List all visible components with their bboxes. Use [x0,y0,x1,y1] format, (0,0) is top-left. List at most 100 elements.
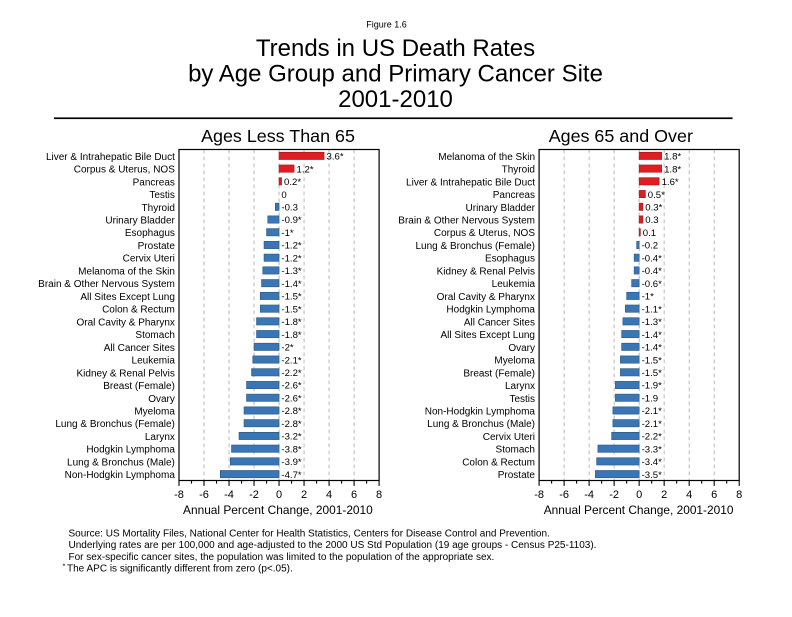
svg-text:-2.1*: -2.1* [642,419,663,430]
svg-text:-1*: -1* [281,228,294,239]
svg-text:-0.4*: -0.4* [642,266,663,277]
svg-text:Thyroid: Thyroid [142,203,175,214]
svg-text:Annual Percent Change, 2001-20: Annual Percent Change, 2001-2010 [544,503,734,517]
svg-text:0.3: 0.3 [645,215,658,226]
svg-text:-1.5*: -1.5* [642,368,663,379]
svg-text:Lung & Bronchus (Male): Lung & Bronchus (Male) [427,419,535,430]
svg-text:Oral Cavity & Pharynx: Oral Cavity & Pharynx [77,317,175,328]
svg-text:-1.5*: -1.5* [281,292,302,303]
svg-text:Lung & Bronchus (Female): Lung & Bronchus (Female) [415,241,535,252]
svg-text:Liver & Intrahepatic Bile Duct: Liver & Intrahepatic Bile Duct [406,177,535,188]
svg-text:6: 6 [711,489,717,501]
svg-text:1.8*: 1.8* [664,152,681,163]
svg-text:-2.2*: -2.2* [281,368,302,379]
svg-text:Larynx: Larynx [145,432,175,443]
svg-text:Corpus & Uterus, NOS: Corpus & Uterus, NOS [74,165,175,176]
svg-text:Breast (Female): Breast (Female) [463,368,535,379]
svg-text:Testis: Testis [149,190,175,201]
svg-text:Myeloma: Myeloma [134,407,175,418]
svg-text:Ages 65 and Over: Ages 65 and Over [549,126,693,146]
svg-text:Ovary: Ovary [148,394,175,405]
svg-text:-3.8*: -3.8* [281,444,302,455]
svg-text:-1*: -1* [642,292,655,303]
svg-text:0.3*: 0.3* [645,203,662,214]
svg-text:6: 6 [351,489,357,501]
svg-text:-1.4*: -1.4* [281,279,302,290]
svg-text:-1.5*: -1.5* [642,355,663,366]
svg-text:-4: -4 [224,489,234,501]
svg-text:-0.3: -0.3 [281,203,298,214]
svg-text:-4: -4 [584,489,594,501]
svg-text:-2.1*: -2.1* [642,406,663,417]
svg-text:-1.9*: -1.9* [642,381,663,392]
svg-text:-3.2*: -3.2* [281,432,302,443]
svg-text:-8: -8 [534,489,544,501]
svg-text:1.8*: 1.8* [664,164,681,175]
svg-text:0: 0 [636,489,642,501]
svg-text:1.6*: 1.6* [662,177,679,188]
svg-text:Myeloma: Myeloma [494,356,535,367]
svg-text:Melanoma of the Skin: Melanoma of the Skin [438,152,535,163]
svg-text:Melanoma of the Skin: Melanoma of the Skin [78,266,175,277]
svg-text:Annual Percent Change, 2001-20: Annual Percent Change, 2001-2010 [183,503,373,517]
svg-text:-2.8*: -2.8* [281,406,302,417]
svg-text:Brain & Other Nervous System: Brain & Other Nervous System [398,216,535,227]
svg-text:-2.8*: -2.8* [281,419,302,430]
svg-text:-2: -2 [249,489,259,501]
svg-text:-2.6*: -2.6* [281,393,302,404]
svg-text:-2*: -2* [281,343,294,354]
svg-text:Ages Less Than 65: Ages Less Than 65 [201,126,355,146]
svg-text:-1.4*: -1.4* [642,343,663,354]
svg-text:Lung & Bronchus (Male): Lung & Bronchus (Male) [67,457,175,468]
svg-text:Leukemia: Leukemia [492,279,536,290]
svg-text:All Cancer Sites: All Cancer Sites [464,317,535,328]
svg-text:Prostate: Prostate [498,470,536,481]
svg-text:*The APC is significantly diff: * The APC is significantly different from… [63,561,293,574]
svg-text:-3.3*: -3.3* [642,444,663,455]
svg-text:-0.6*: -0.6* [642,279,663,290]
svg-text:Stomach: Stomach [135,330,174,341]
svg-text:0.1: 0.1 [643,228,656,239]
svg-text:Colon & Rectum: Colon & Rectum [462,457,535,468]
svg-text:8: 8 [376,489,382,501]
svg-text:-2: -2 [609,489,619,501]
svg-text:0.2*: 0.2* [284,177,301,188]
svg-text:-8: -8 [174,489,184,501]
svg-text:Non-Hodgkin Lymphoma: Non-Hodgkin Lymphoma [425,407,536,418]
svg-text:Hodgkin Lymphoma: Hodgkin Lymphoma [86,445,175,456]
svg-text:All Sites Except Lung: All Sites Except Lung [80,292,175,303]
svg-text:-6: -6 [199,489,209,501]
svg-text:Brain & Other Nervous System: Brain & Other Nervous System [38,279,175,290]
svg-text:Cervix Uteri: Cervix Uteri [483,432,535,443]
svg-text:-1.3*: -1.3* [642,317,663,328]
svg-text:-3.4*: -3.4* [642,457,663,468]
svg-text:-4.7*: -4.7* [281,470,302,481]
svg-text:Pancreas: Pancreas [133,177,175,188]
svg-text:-3.5*: -3.5* [642,470,663,481]
svg-text:-1.1*: -1.1* [642,304,663,315]
svg-text:-1.2*: -1.2* [281,253,302,264]
svg-text:Lung & Bronchus (Female): Lung & Bronchus (Female) [55,419,175,430]
svg-text:Cervix Uteri: Cervix Uteri [123,254,175,265]
svg-text:Breast (Female): Breast (Female) [103,381,175,392]
svg-text:Underlying rates are per 100,0: Underlying rates are per 100,000 and age… [69,540,597,551]
svg-text:-2.1*: -2.1* [281,355,302,366]
svg-text:1.2*: 1.2* [297,164,314,175]
svg-text:Prostate: Prostate [138,241,176,252]
svg-text:Source: US Mortality Files, Na: Source: US Mortality Files, National Cen… [69,529,550,540]
svg-text:Testis: Testis [509,394,535,405]
svg-text:Ovary: Ovary [508,343,535,354]
svg-text:Liver & Intrahepatic Bile Duct: Liver & Intrahepatic Bile Duct [46,152,175,163]
svg-text:Kidney & Renal Pelvis: Kidney & Renal Pelvis [437,266,535,277]
svg-text:Larynx: Larynx [505,381,535,392]
svg-text:All Cancer Sites: All Cancer Sites [104,343,175,354]
svg-text:Esophagus: Esophagus [485,254,535,265]
svg-text:Hodgkin Lymphoma: Hodgkin Lymphoma [446,305,535,316]
svg-text:Trends in US Death Rates: Trends in US Death Rates [256,35,535,62]
svg-text:0.5*: 0.5* [648,190,665,201]
svg-text:All Sites Except Lung: All Sites Except Lung [441,330,536,341]
svg-text:For sex-specific cancer sites,: For sex-specific cancer sites, the popul… [69,552,495,563]
svg-text:Oral Cavity & Pharynx: Oral Cavity & Pharynx [437,292,535,303]
svg-text:0: 0 [281,190,286,201]
svg-text:8: 8 [736,489,742,501]
